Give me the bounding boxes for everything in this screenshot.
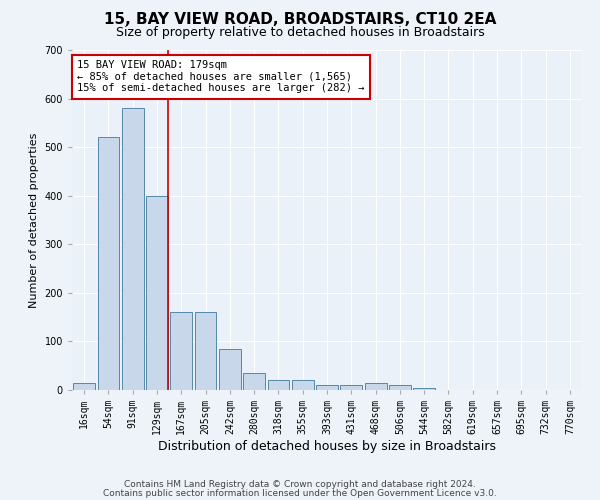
Bar (194, 312, 217, 390)
Bar (413, 388, 435, 390)
Bar (146, 196, 168, 390)
Bar (122, 108, 143, 390)
Text: Contains HM Land Registry data © Crown copyright and database right 2024.: Contains HM Land Registry data © Crown c… (124, 480, 476, 489)
Bar (219, 348, 241, 390)
Text: 15 BAY VIEW ROAD: 179sqm
← 85% of detached houses are smaller (1,565)
15% of sem: 15 BAY VIEW ROAD: 179sqm ← 85% of detach… (77, 60, 365, 94)
Y-axis label: Number of detached properties: Number of detached properties (29, 132, 39, 308)
Bar (292, 380, 314, 390)
Bar (170, 312, 192, 390)
Bar (97, 138, 119, 390)
Bar (340, 385, 362, 390)
Bar (389, 385, 411, 390)
Bar (73, 382, 95, 390)
Bar (316, 385, 338, 390)
Text: Contains public sector information licensed under the Open Government Licence v3: Contains public sector information licen… (103, 488, 497, 498)
Bar (268, 380, 289, 390)
Text: Size of property relative to detached houses in Broadstairs: Size of property relative to detached ho… (116, 26, 484, 39)
Bar (365, 382, 386, 390)
X-axis label: Distribution of detached houses by size in Broadstairs: Distribution of detached houses by size … (158, 440, 496, 453)
Text: 15, BAY VIEW ROAD, BROADSTAIRS, CT10 2EA: 15, BAY VIEW ROAD, BROADSTAIRS, CT10 2EA (104, 12, 496, 28)
Bar (243, 373, 265, 390)
